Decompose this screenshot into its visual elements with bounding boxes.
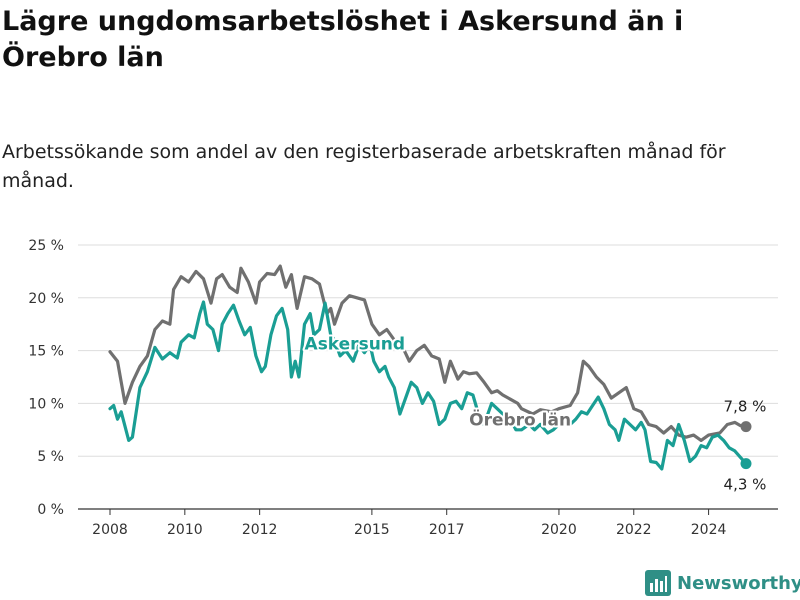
series-labels: 7,8 % 4,3 % Askersund Örebro län <box>303 333 767 494</box>
chart-title: Lägre ungdomsarbetslöshet i Askersund än… <box>2 6 684 73</box>
series-end-point-askersund <box>740 458 752 470</box>
x-tick-label: 2024 <box>691 522 727 538</box>
x-tick-label: 2017 <box>429 522 465 538</box>
series-name-label-askersund: Askersund <box>305 335 406 355</box>
x-tick-label: 2015 <box>354 522 390 538</box>
end-value-label--rebro-l-n: 7,8 % <box>724 398 767 416</box>
chart-subtitle: Arbetssökande som andel av den registerb… <box>2 141 726 192</box>
brand-name: Newsworthy <box>677 572 800 594</box>
y-tick-label: 10 % <box>28 396 64 412</box>
series-lines <box>108 264 752 471</box>
grid <box>78 244 778 510</box>
y-tick-label: 0 % <box>37 502 64 518</box>
x-tick-label: 2020 <box>541 522 577 538</box>
y-tick-label: 5 % <box>37 449 64 465</box>
y-tick-label: 25 % <box>28 238 64 254</box>
y-tick-label: 15 % <box>28 344 64 360</box>
series-line--rebro-l-n <box>108 264 748 442</box>
series-name-label--rebro-l-n: Örebro län <box>469 409 571 431</box>
series-line-askersund <box>108 300 748 471</box>
series-end-point--rebro-l-n <box>740 421 752 433</box>
x-tick-label: 2010 <box>167 522 203 538</box>
x-tick-label: 2022 <box>616 522 652 538</box>
brand-logo: Newsworthy <box>645 570 800 596</box>
x-tick-label: 2008 <box>92 522 128 538</box>
axes: 0 % 5 % 10 % 15 % 20 % 25 % 2008 2010 2012 2015 20… <box>28 238 726 538</box>
y-tick-label: 20 % <box>28 291 64 307</box>
x-tick-label: 2012 <box>242 522 278 538</box>
end-value-label-askersund: 4,3 % <box>724 476 767 494</box>
bar-chart-logo-icon <box>645 570 671 596</box>
